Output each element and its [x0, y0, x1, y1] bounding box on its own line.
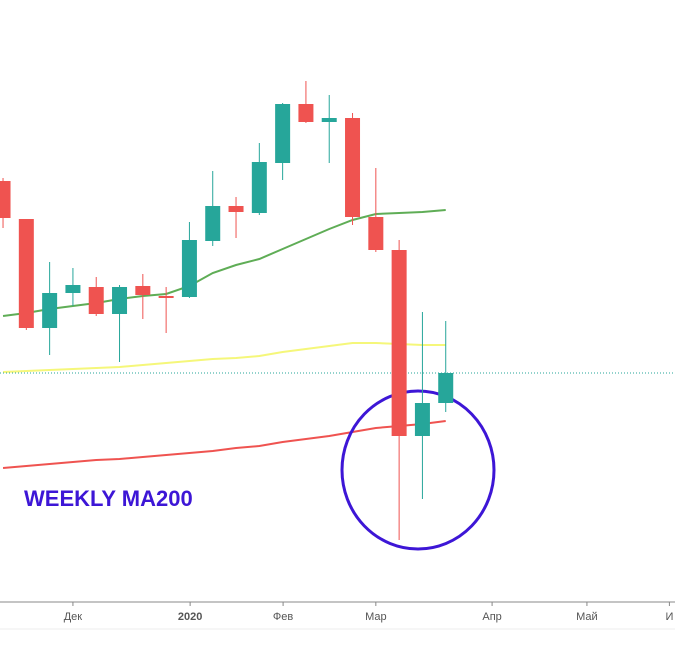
candle-body — [228, 206, 244, 212]
candle-body — [414, 403, 430, 436]
candle-body — [65, 285, 81, 293]
candle-body — [368, 217, 384, 250]
candle-body — [112, 287, 128, 314]
candle-body — [251, 162, 267, 213]
candle-body — [18, 219, 34, 328]
candle-body — [88, 287, 104, 314]
moving-average — [2, 342, 446, 373]
candle-body — [275, 104, 291, 163]
candle-body — [0, 181, 11, 218]
x-tick-label: И — [665, 611, 673, 623]
x-tick-label: Дек — [64, 611, 83, 623]
candle-body — [158, 296, 174, 298]
candle-body — [181, 240, 197, 297]
candle-body — [391, 250, 407, 436]
moving-average — [2, 209, 446, 317]
x-tick-label: Апр — [482, 611, 501, 623]
candle-body — [135, 286, 151, 295]
candle-body — [321, 118, 337, 122]
x-tick-label: Май — [576, 611, 598, 623]
x-tick-label: 2020 — [178, 611, 202, 623]
highlight-circle — [340, 389, 496, 551]
candle-body — [42, 293, 58, 328]
candle-body — [438, 373, 454, 403]
x-tick-label: Мар — [365, 611, 387, 623]
moving-average — [2, 420, 446, 469]
candle-body — [298, 104, 314, 122]
x-tick-label: Фев — [273, 611, 293, 623]
annotation: WEEKLY MA200 — [24, 486, 193, 511]
candle-body — [345, 118, 361, 217]
candle-body — [205, 206, 221, 241]
